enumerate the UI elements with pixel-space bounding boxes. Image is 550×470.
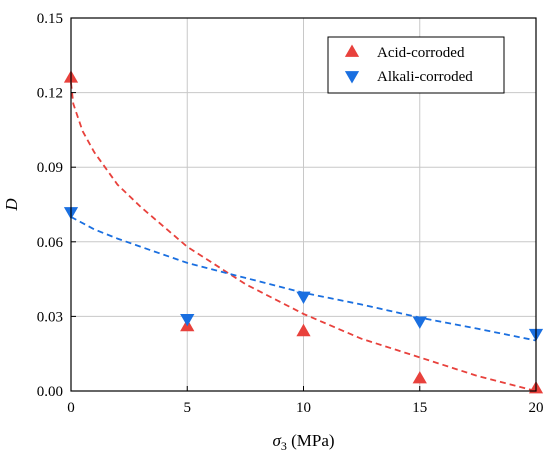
legend: Acid-corroded Alkali-corroded — [327, 36, 505, 94]
acid-corroded-marker — [296, 323, 311, 337]
x-axis-symbol: σ — [272, 431, 281, 450]
acid-corroded-fit-curve — [70, 82, 537, 392]
y-axis-title: D — [2, 198, 21, 212]
alkali-corroded-marker — [180, 314, 195, 327]
y-tick-label: 0.09 — [37, 160, 63, 176]
x-axis-subscript: 3 — [281, 439, 287, 453]
legend-marker — [344, 44, 360, 57]
x-tick-label: 15 — [412, 400, 427, 416]
alkali-corroded-fit-curve — [70, 216, 537, 342]
alkali-corroded-marker — [412, 316, 427, 329]
legend-marker — [344, 71, 360, 84]
y-tick-label: 0.12 — [37, 86, 63, 102]
x-tick-label: 10 — [296, 400, 311, 416]
x-tick-label: 0 — [67, 400, 75, 416]
axis-ticks: 0 5 10 15 20 0.00 0.03 0.06 0.09 0.12 0.15 — [37, 11, 544, 416]
y-tick-label: 0.03 — [37, 309, 63, 325]
legend-box — [327, 36, 505, 94]
x-tick-label: 5 — [184, 400, 192, 416]
x-axis-title: σ3 (MPa) — [272, 431, 334, 453]
alkali-corroded-marker — [296, 291, 311, 304]
fit-curves — [70, 82, 537, 392]
x-axis-unit: (MPa) — [287, 431, 335, 450]
legend-label: Alkali-corroded — [377, 69, 473, 85]
legend-label: Acid-corroded — [377, 45, 465, 61]
y-tick-label: 0.00 — [37, 384, 63, 400]
y-tick-label: 0.15 — [37, 11, 63, 27]
acid-corroded-marker — [412, 371, 427, 384]
x-tick-label: 20 — [529, 400, 544, 416]
y-tick-label: 0.06 — [37, 235, 64, 251]
